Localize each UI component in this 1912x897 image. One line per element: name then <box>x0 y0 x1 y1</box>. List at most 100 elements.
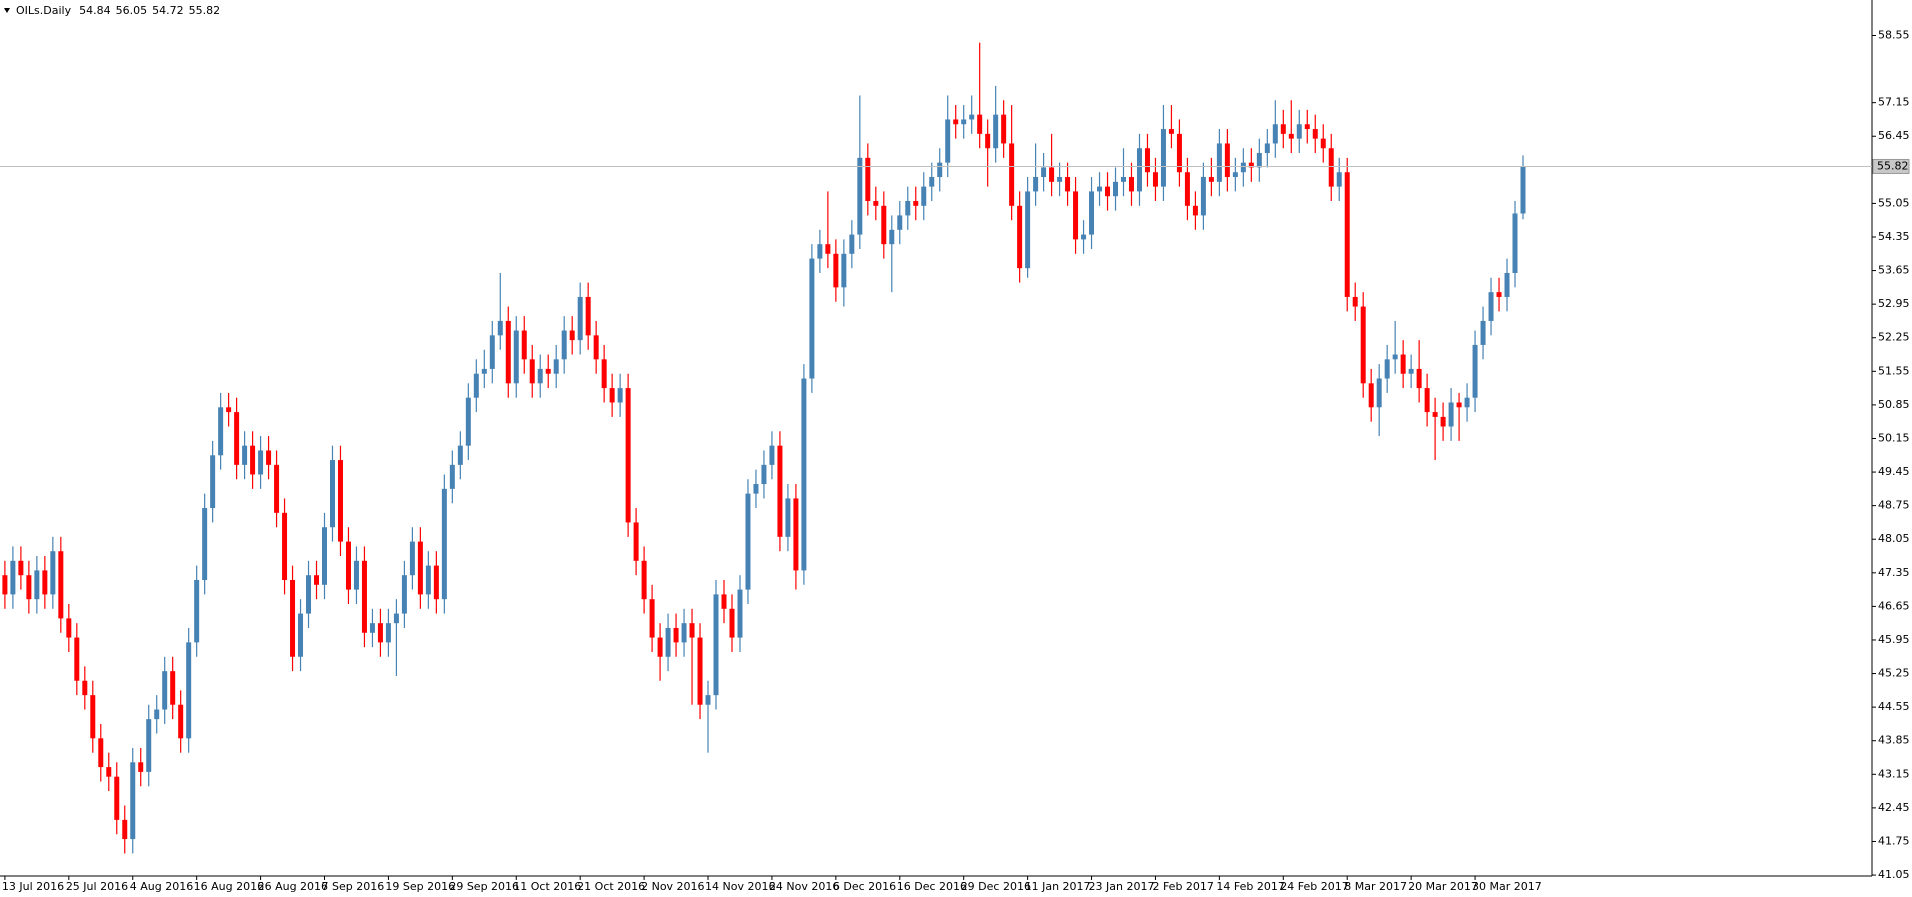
candle-body <box>1041 167 1047 178</box>
candle-body <box>353 560 359 590</box>
x-tick-label: 2 Feb 2017 <box>1152 880 1213 893</box>
candle-body <box>553 359 559 374</box>
candle-body <box>593 335 599 360</box>
candle-body <box>1312 129 1318 139</box>
candle-body <box>314 575 320 585</box>
candle-body <box>322 527 327 585</box>
candle-body <box>873 201 879 206</box>
candle-body <box>1001 114 1007 144</box>
candle-body <box>18 560 24 576</box>
candle-body <box>1440 416 1446 427</box>
candle-body <box>162 671 168 710</box>
candle-body <box>1296 124 1302 139</box>
candle-body <box>1520 166 1526 214</box>
candle-body <box>841 253 847 288</box>
candle-body <box>721 594 727 609</box>
x-tick-label: 6 Dec 2016 <box>833 880 896 893</box>
y-tick-label: 52.95 <box>1878 297 1910 310</box>
candle-body <box>2 575 8 595</box>
x-tick-label: 30 Mar 2017 <box>1472 880 1542 893</box>
candle-body <box>130 762 136 840</box>
candle-body <box>729 608 735 638</box>
candle-body <box>1496 292 1502 297</box>
candle-body <box>537 368 543 384</box>
candle-body <box>441 488 447 600</box>
candle-body <box>1065 177 1071 192</box>
candle-body <box>82 680 88 696</box>
candle-body <box>266 450 272 465</box>
candle-body <box>457 445 463 465</box>
candle-body <box>1488 292 1494 321</box>
candle-body <box>1200 177 1206 216</box>
candle-body <box>1097 186 1103 192</box>
candle-body <box>1216 143 1222 182</box>
menu-arrow[interactable] <box>4 8 10 13</box>
candle-body <box>1408 368 1414 374</box>
candle-body <box>90 695 96 739</box>
candle-body <box>170 671 176 705</box>
candle-body <box>1376 378 1382 408</box>
candle-body <box>649 599 655 638</box>
candle-body <box>921 186 927 206</box>
y-tick-label: 41.05 <box>1878 868 1910 881</box>
x-tick-label: 29 Sep 2016 <box>449 880 519 893</box>
candle-body <box>298 613 304 657</box>
candle-body <box>681 623 687 643</box>
candle-body <box>561 330 567 360</box>
candle-body <box>282 512 288 581</box>
candle-body <box>1144 148 1150 173</box>
x-tick-label: 21 Oct 2016 <box>577 880 645 893</box>
candle-body <box>705 695 711 705</box>
candle-body <box>513 330 519 384</box>
candle-body <box>1344 172 1350 297</box>
x-tick-label: 24 Feb 2017 <box>1280 880 1348 893</box>
candle-body <box>489 335 495 369</box>
x-tick-label: 4 Aug 2016 <box>130 880 193 893</box>
candle-body <box>1073 191 1079 240</box>
candle-body <box>1105 186 1111 197</box>
candle-body <box>393 613 399 624</box>
candle-body <box>1512 213 1518 273</box>
candle-body <box>673 627 679 643</box>
candle-body <box>1264 143 1270 154</box>
y-tick-label: 57.15 <box>1878 96 1910 109</box>
candle-body <box>1121 177 1126 182</box>
candle-body <box>953 119 959 125</box>
candle-body <box>801 378 807 571</box>
candle-body <box>66 618 72 638</box>
x-tick-label: 14 Feb 2017 <box>1216 880 1284 893</box>
candle-body <box>961 119 967 125</box>
candle-body <box>1472 344 1478 398</box>
candle-body <box>1416 368 1422 389</box>
candle-body <box>585 296 591 336</box>
candle-body <box>1049 167 1055 182</box>
candle-body <box>114 776 120 820</box>
candle-body <box>633 522 639 561</box>
candle-body <box>58 551 64 619</box>
candle-body <box>889 229 895 245</box>
y-tick-label: 54.35 <box>1878 230 1910 243</box>
candle-body <box>521 330 527 360</box>
candle-body <box>809 258 815 379</box>
candle-body <box>881 205 887 245</box>
y-tick-label: 56.45 <box>1878 129 1910 142</box>
x-tick-label: 16 Aug 2016 <box>194 880 264 893</box>
x-tick-label: 26 Aug 2016 <box>258 880 328 893</box>
candle-body <box>1288 133 1294 139</box>
y-tick-label: 48.05 <box>1878 532 1910 545</box>
x-tick-label: 8 Mar 2017 <box>1344 880 1407 893</box>
candle-body <box>713 594 719 696</box>
candle-body <box>505 320 511 384</box>
candle-body <box>1504 272 1510 297</box>
candle-body <box>146 719 152 772</box>
candle-body <box>1033 177 1039 192</box>
candle-body <box>825 244 831 254</box>
candle-body <box>1176 133 1182 173</box>
candle-body <box>465 397 471 446</box>
candle-body <box>1113 181 1119 197</box>
candle-body <box>689 623 695 638</box>
candle-body <box>1336 172 1342 187</box>
candle-body <box>601 359 607 389</box>
candle-body <box>26 575 32 600</box>
